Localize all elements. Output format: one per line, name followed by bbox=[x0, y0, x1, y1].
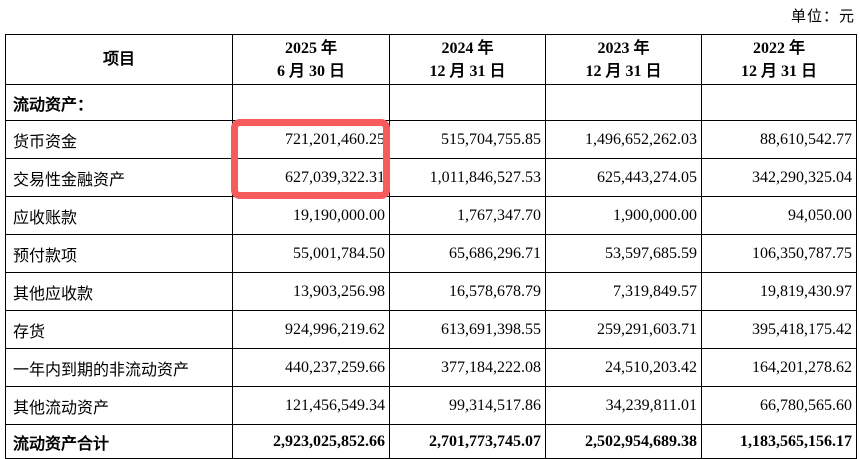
cell-value: 65,686,296.71 bbox=[389, 234, 546, 273]
cell-value: 94,050.00 bbox=[701, 196, 857, 235]
row-label: 应收账款 bbox=[5, 196, 233, 235]
section-row-current-assets: 流动资产： bbox=[5, 84, 857, 121]
period-date: 12 月 31 日 bbox=[429, 62, 506, 80]
table-row-prepayments: 预付款项 55,001,784.50 65,686,296.71 53,597,… bbox=[5, 234, 857, 273]
cell-value: 515,704,755.85 bbox=[389, 120, 546, 159]
row-label: 一年内到期的非流动资产 bbox=[5, 348, 233, 387]
table-row-inventory: 存货 924,996,219.62 613,691,398.55 259,291… bbox=[5, 310, 857, 349]
cell-value: 66,780,565.60 bbox=[701, 386, 857, 425]
row-label: 存货 bbox=[5, 310, 233, 349]
cell-value: 88,610,542.77 bbox=[701, 120, 857, 159]
table-row-total-current-assets: 流动资产合计 2,923,025,852.66 2,701,773,745.07… bbox=[5, 424, 857, 459]
total-value: 1,183,565,156.17 bbox=[701, 424, 857, 459]
col-header-2022: 2022 年 12 月 31 日 bbox=[701, 34, 857, 85]
period-date: 12 月 31 日 bbox=[740, 62, 817, 80]
cell-value: 99,314,517.86 bbox=[389, 386, 546, 425]
col-header-2023: 2023 年 12 月 31 日 bbox=[545, 34, 702, 85]
cell-value: 121,456,549.34 bbox=[232, 386, 390, 425]
cell-value: 106,350,787.75 bbox=[701, 234, 857, 273]
row-label: 预付款项 bbox=[5, 234, 233, 273]
period-date: 12 月 31 日 bbox=[585, 62, 662, 80]
table-row-other-current-assets: 其他流动资产 121,456,549.34 99,314,517.86 34,2… bbox=[5, 386, 857, 425]
cell-value: 627,039,322.31 bbox=[232, 158, 390, 197]
total-value: 2,923,025,852.66 bbox=[232, 424, 390, 459]
cell-value: 721,201,460.25 bbox=[232, 120, 390, 159]
col-header-2024: 2024 年 12 月 31 日 bbox=[389, 34, 546, 85]
cell-value: 1,900,000.00 bbox=[545, 196, 702, 235]
cell-value: 1,011,846,527.53 bbox=[389, 158, 546, 197]
table-row-noncurrent-assets-due-within-one-year: 一年内到期的非流动资产 440,237,259.66 377,184,222.0… bbox=[5, 348, 857, 387]
cell-value: 19,819,430.97 bbox=[701, 272, 857, 311]
cell-value: 164,201,278.62 bbox=[701, 348, 857, 387]
cell-value: 55,001,784.50 bbox=[232, 234, 390, 273]
row-label: 其他应收款 bbox=[5, 272, 233, 311]
table-row-other-receivables: 其他应收款 13,903,256.98 16,578,678.79 7,319,… bbox=[5, 272, 857, 311]
cell-empty bbox=[232, 84, 390, 121]
cell-value: 259,291,603.71 bbox=[545, 310, 702, 349]
table-row-trading-financial-assets: 交易性金融资产 627,039,322.31 1,011,846,527.53 … bbox=[5, 158, 857, 197]
period-year: 2024 年 bbox=[441, 39, 494, 57]
header-row: 项目 2025 年 6 月 30 日 2024 年 12 月 31 日 2023… bbox=[5, 34, 857, 85]
current-assets-table: 项目 2025 年 6 月 30 日 2024 年 12 月 31 日 2023… bbox=[5, 34, 857, 459]
total-value: 2,502,954,689.38 bbox=[545, 424, 702, 459]
table-row-accounts-receivable: 应收账款 19,190,000.00 1,767,347.70 1,900,00… bbox=[5, 196, 857, 235]
period-year: 2025 年 bbox=[284, 39, 337, 57]
unit-label: 单位：元 bbox=[790, 9, 855, 25]
cell-value: 395,418,175.42 bbox=[701, 310, 857, 349]
cell-value: 19,190,000.00 bbox=[232, 196, 390, 235]
cell-value: 342,290,325.04 bbox=[701, 158, 857, 197]
row-label: 交易性金融资产 bbox=[5, 158, 233, 197]
cell-value: 625,443,274.05 bbox=[545, 158, 702, 197]
cell-value: 613,691,398.55 bbox=[389, 310, 546, 349]
cell-value: 7,319,849.57 bbox=[545, 272, 702, 311]
cell-value: 53,597,685.59 bbox=[545, 234, 702, 273]
cell-value: 1,767,347.70 bbox=[389, 196, 546, 235]
cell-value: 16,578,678.79 bbox=[389, 272, 546, 311]
table-row-monetary-funds: 货币资金 721,201,460.25 515,704,755.85 1,496… bbox=[5, 120, 857, 159]
col-header-2025: 2025 年 6 月 30 日 bbox=[232, 34, 390, 85]
period-year: 2023 年 bbox=[597, 39, 650, 57]
cell-value: 34,239,811.01 bbox=[545, 386, 702, 425]
row-label: 其他流动资产 bbox=[5, 386, 233, 425]
cell-empty bbox=[545, 84, 702, 121]
cell-value: 440,237,259.66 bbox=[232, 348, 390, 387]
cell-empty bbox=[701, 84, 857, 121]
row-label: 货币资金 bbox=[5, 120, 233, 159]
period-year: 2022 年 bbox=[752, 39, 805, 57]
cell-value: 924,996,219.62 bbox=[232, 310, 390, 349]
cell-value: 13,903,256.98 bbox=[232, 272, 390, 311]
total-label: 流动资产合计 bbox=[5, 424, 233, 459]
col-header-item: 项目 bbox=[5, 34, 233, 85]
cell-empty bbox=[389, 84, 546, 121]
cell-value: 24,510,203.42 bbox=[545, 348, 702, 387]
cell-value: 377,184,222.08 bbox=[389, 348, 546, 387]
section-label: 流动资产： bbox=[5, 84, 233, 121]
total-value: 2,701,773,745.07 bbox=[389, 424, 546, 459]
period-date: 6 月 30 日 bbox=[276, 62, 345, 80]
cell-value: 1,496,652,262.03 bbox=[545, 120, 702, 159]
